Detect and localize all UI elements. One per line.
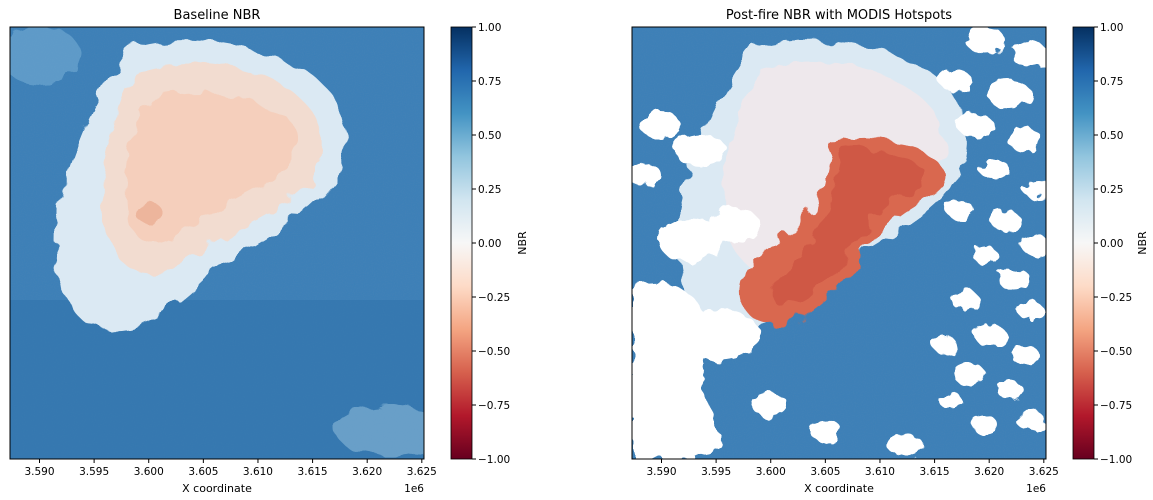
x-tick-label: 3.620 [974, 466, 1004, 478]
colorbar-tick-label: −1.00 [1100, 454, 1132, 466]
x-tick-label: 3.590 [24, 466, 54, 478]
postfire-x-ticks: 3.590 3.595 3.600 3.605 3.610 3.615 3.620 3.625 [646, 459, 1059, 478]
baseline-colorbar-ticks: 1.00 0.75 0.50 0.25 0.00 −0.25 −0.50 −0.75 −1.00 [472, 22, 510, 466]
postfire-colorbar-label: NBR [1136, 231, 1149, 255]
colorbar-tick-label: 1.00 [478, 22, 501, 34]
colorbar-tick-label: 0.25 [1100, 184, 1123, 196]
x-tick-label: 3.605 [188, 466, 218, 478]
panel-postfire: Post-fire NBR with MODIS Hotspots [631, 8, 1149, 495]
x-tick-label: 3.605 [810, 466, 840, 478]
x-tick-label: 3.620 [352, 466, 382, 478]
baseline-colorbar [450, 26, 473, 460]
x-tick-label: 3.610 [865, 466, 895, 478]
baseline-heatmap-image [10, 27, 424, 459]
colorbar-tick-label: 0.00 [478, 238, 501, 250]
colorbar-tick-label: −0.50 [1100, 346, 1132, 358]
baseline-title: Baseline NBR [174, 8, 261, 23]
panel-baseline: Baseline NBR 3.590 3.595 3.600 3.605 3.610 3.… [9, 8, 529, 495]
postfire-x-offset-label: 1e6 [1026, 483, 1046, 495]
x-tick-label: 3.600 [756, 466, 786, 478]
x-tick-label: 3.590 [646, 466, 676, 478]
colorbar-tick-label: 0.25 [478, 184, 501, 196]
colorbar-tick-label: −0.25 [478, 292, 510, 304]
baseline-x-offset-label: 1e6 [404, 483, 424, 495]
postfire-title: Post-fire NBR with MODIS Hotspots [726, 8, 952, 23]
postfire-clouds [632, 27, 1046, 459]
colorbar-tick-label: 1.00 [1100, 22, 1123, 34]
baseline-colorbar-label: NBR [516, 231, 529, 255]
x-tick-label: 3.615 [920, 466, 950, 478]
colorbar-tick-label: 0.50 [478, 130, 501, 142]
postfire-colorbar [1072, 26, 1095, 460]
colorbar-tick-label: −0.50 [478, 346, 510, 358]
colorbar-tick-label: 0.75 [1100, 76, 1123, 88]
colorbar-tick-label: −0.75 [478, 400, 510, 412]
x-tick-label: 3.610 [243, 466, 273, 478]
baseline-x-ticks: 3.590 3.595 3.600 3.605 3.610 3.615 3.620 3.625 [24, 459, 437, 478]
baseline-x-axis-label: X coordinate [182, 482, 252, 495]
x-tick-label: 3.625 [407, 466, 437, 478]
colorbar-tick-label: −0.25 [1100, 292, 1132, 304]
x-tick-label: 3.595 [79, 466, 109, 478]
colorbar-tick-label: 0.75 [478, 76, 501, 88]
colorbar-tick-label: 0.50 [1100, 130, 1123, 142]
postfire-x-axis-label: X coordinate [804, 482, 874, 495]
x-tick-label: 3.600 [134, 466, 164, 478]
colorbar-tick-label: −1.00 [478, 454, 510, 466]
x-tick-label: 3.615 [298, 466, 328, 478]
baseline-axes-frame [9, 26, 425, 460]
colorbar-tick-label: −0.75 [1100, 400, 1132, 412]
postfire-heatmap-image [632, 27, 1046, 459]
colorbar-tick-label: 0.00 [1100, 238, 1123, 250]
x-tick-label: 3.625 [1029, 466, 1059, 478]
postfire-axes-frame [631, 26, 1047, 460]
x-tick-label: 3.595 [701, 466, 731, 478]
postfire-colorbar-ticks: 1.00 0.75 0.50 0.25 0.00 −0.25 −0.50 −0.75 −1.00 [1094, 22, 1132, 466]
